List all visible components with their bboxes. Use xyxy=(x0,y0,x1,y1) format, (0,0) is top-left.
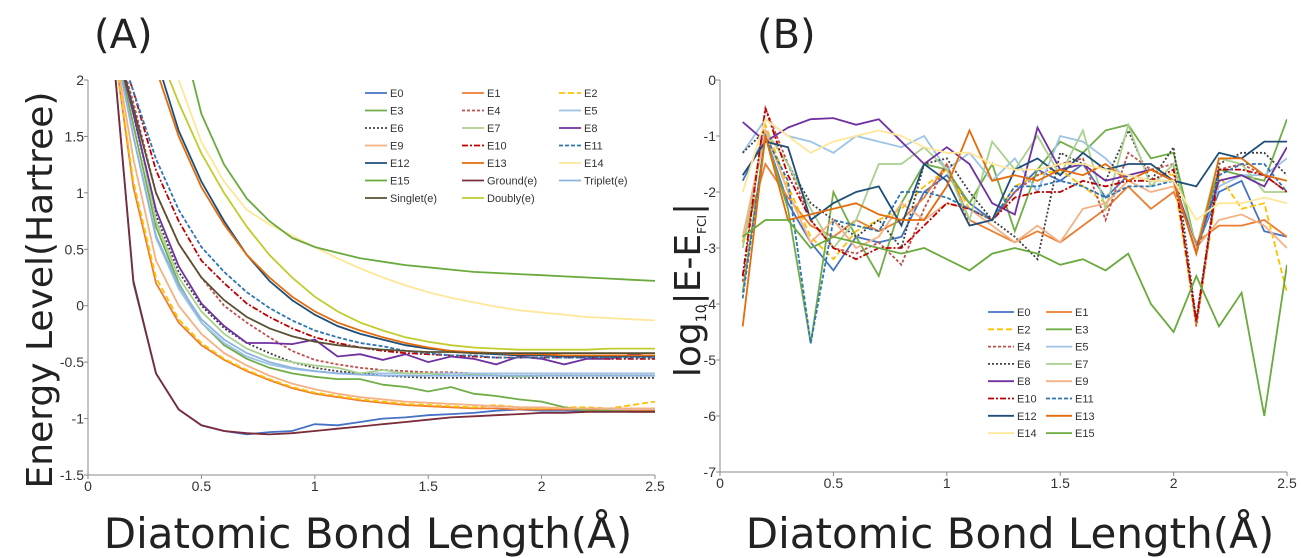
legend-label: E12 xyxy=(390,158,410,170)
series-line-e13 xyxy=(741,128,1287,327)
legend-label: E10 xyxy=(1017,394,1037,406)
y-tick-label: -1.5 xyxy=(60,467,84,483)
x-axis-title: Diatomic Bond Length(Å) xyxy=(746,508,1274,558)
legend-label: E6 xyxy=(1017,359,1030,371)
series-line-e10 xyxy=(741,107,1287,321)
x-tick-label: 0.5 xyxy=(192,478,212,494)
legend-label: E1 xyxy=(487,88,500,100)
legend-label: E9 xyxy=(1075,376,1088,388)
legend-label: E4 xyxy=(1017,342,1030,354)
legend-label: E9 xyxy=(390,141,403,153)
x-tick-label: 0.5 xyxy=(824,475,844,491)
x-axis-title: Diatomic Bond Length(Å) xyxy=(104,508,632,558)
x-tick-label: 1 xyxy=(943,475,951,491)
series-line-e6 xyxy=(123,80,655,379)
y-axis-title: log10|E-EFCI| xyxy=(668,203,710,377)
series-line-e9 xyxy=(741,127,1287,250)
y-tick-label: -5 xyxy=(704,352,717,368)
legend-label: Triplet(e) xyxy=(584,176,628,188)
y-tick-label: -3 xyxy=(704,240,717,256)
x-tick-label: 1 xyxy=(311,478,319,494)
y-tick-label: 1.5 xyxy=(65,128,85,144)
y-tick-label: 2 xyxy=(76,72,84,88)
y-tick-label: -1 xyxy=(72,411,85,427)
y-tick-label: 1 xyxy=(76,185,84,201)
legend-label: E15 xyxy=(1075,428,1095,440)
series-lines xyxy=(114,80,655,436)
x-tick-label: 1.5 xyxy=(1050,475,1070,491)
series-line-e11 xyxy=(741,133,1287,344)
series-line-e11 xyxy=(128,80,655,359)
y-tick-label: -2 xyxy=(704,184,717,200)
legend-label: E14 xyxy=(584,158,604,170)
y-tick-label: 0 xyxy=(708,72,716,88)
series-line-e13 xyxy=(158,80,655,357)
series-line-doublye xyxy=(168,80,655,351)
x-tick-label: 1.5 xyxy=(418,478,438,494)
series-line-e5 xyxy=(121,80,655,375)
series-line-e15 xyxy=(742,219,1287,417)
x-tick-label: 2.5 xyxy=(1277,475,1297,491)
panel-a: (A) 0 0.5 1 1.5 2 2.5 -1.5 -1 -0.5 0 0.5 1 1.5 2 E0 E1 E2… xyxy=(20,12,665,558)
y-tick-label: -7 xyxy=(704,464,717,480)
x-tick-label: 0 xyxy=(84,478,92,494)
legend-label: E1 xyxy=(1075,307,1088,319)
legend-label: E8 xyxy=(584,123,597,135)
legend-label: E14 xyxy=(1017,428,1037,440)
x-tick-label: 2.5 xyxy=(645,478,665,494)
legend-label: E7 xyxy=(487,123,500,135)
y-tick-label: -6 xyxy=(704,408,717,424)
x-tick-label: 2 xyxy=(1170,475,1178,491)
x-tick-label: 0 xyxy=(716,475,724,491)
legend-label: E12 xyxy=(1017,411,1037,423)
legend-label: E6 xyxy=(390,123,403,135)
legend-label: E2 xyxy=(1017,324,1030,336)
legend: E0 E1 E2 E3 E4 E5 E6 E7 E8 E9 E10 E11 E12 E13 E14 E15 xyxy=(988,307,1095,440)
panel-label: (A) xyxy=(94,12,153,58)
series-line-e12 xyxy=(162,80,655,358)
legend: E0 E1 E2 E3 E4 E5 E6 E7 E8 E9 E10 E11 E12 E13 E14 E15 Gr… xyxy=(365,88,628,205)
y-axis-title: Energy Level(Hartree) xyxy=(20,92,61,489)
panel-label: (B) xyxy=(757,12,816,58)
legend-label: Singlet(e) xyxy=(390,193,437,205)
legend-label: E7 xyxy=(1075,359,1088,371)
legend-label: E5 xyxy=(1075,342,1088,354)
legend-label: E15 xyxy=(390,176,410,188)
series-line-grounde xyxy=(114,80,655,436)
legend-label: E13 xyxy=(487,158,507,170)
y-tick-label: 0.5 xyxy=(65,241,85,257)
panel-b: (B) 0 0.5 1 1.5 2 2.5 -7 -6 -5 -4 -3 -2 -1 0 E0 E1 E2 E3 E4… xyxy=(668,12,1297,558)
y-tick-label: -4 xyxy=(704,296,717,312)
legend-label: E2 xyxy=(584,88,597,100)
legend-label: E4 xyxy=(487,106,500,118)
legend-label: E8 xyxy=(1017,376,1030,388)
x-tick-label: 2 xyxy=(538,478,546,494)
series-line-singlete xyxy=(124,80,655,355)
legend-label: E0 xyxy=(1017,307,1030,319)
series-line-e14 xyxy=(177,80,655,322)
y-tick-label: 0 xyxy=(76,298,84,314)
legend-label: Ground(e) xyxy=(487,176,537,188)
legend-label: E3 xyxy=(1075,324,1088,336)
legend-label: E10 xyxy=(487,141,507,153)
series-line-e1 xyxy=(117,80,655,412)
y-tick-label: -0.5 xyxy=(60,354,84,370)
series-line-e15 xyxy=(191,80,655,282)
series-line-triplete xyxy=(121,80,655,377)
legend-label: E13 xyxy=(1075,411,1095,423)
series-line-e9 xyxy=(119,80,655,410)
legend-label: E0 xyxy=(390,88,403,100)
legend-label: E11 xyxy=(1075,394,1094,406)
legend-label: E3 xyxy=(390,106,403,118)
y-tick-label: -1 xyxy=(704,128,717,144)
legend-label: Doubly(e) xyxy=(487,193,535,205)
series-line-e8 xyxy=(123,80,655,366)
series-line-e14 xyxy=(741,117,1287,222)
series-lines xyxy=(741,104,1287,417)
legend-label: E5 xyxy=(584,106,597,118)
legend-label: E11 xyxy=(584,141,603,153)
